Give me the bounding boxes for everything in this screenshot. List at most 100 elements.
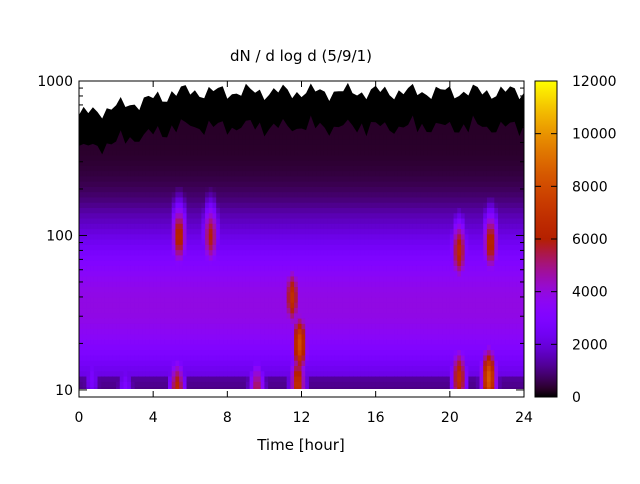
heatmap-cell (134, 181, 139, 187)
heatmap-cell (316, 323, 321, 330)
heatmap-cell (297, 375, 303, 382)
heatmap-cell (145, 328, 151, 335)
heatmap-cell (86, 154, 91, 161)
heatmap-cell (123, 165, 128, 172)
heatmap-cell (275, 307, 280, 314)
heatmap-cell (160, 228, 165, 235)
heatmap-cell (175, 191, 180, 198)
heatmap-cell (371, 302, 377, 309)
heatmap-cell (212, 344, 217, 351)
heatmap-cell (386, 344, 392, 351)
heatmap-cell (234, 144, 240, 151)
heatmap-cell (171, 286, 177, 293)
heatmap-cell (197, 202, 202, 208)
heatmap-cell (320, 328, 325, 335)
heatmap-cell (216, 323, 221, 330)
heatmap-cell (208, 328, 214, 335)
heatmap-cell (234, 312, 240, 319)
heatmap-cell (227, 344, 232, 351)
heatmap-cell (179, 196, 184, 203)
heatmap-cell (331, 370, 336, 377)
heatmap-cell (312, 344, 317, 351)
heatmap-cell (179, 170, 184, 177)
heatmap-cell (257, 318, 262, 324)
heatmap-cell (320, 223, 325, 230)
heatmap-cell (271, 270, 277, 277)
heatmap-cell (86, 270, 91, 277)
heatmap-cell (323, 344, 329, 351)
heatmap-cell (301, 191, 306, 198)
heatmap-cell (327, 191, 332, 198)
heatmap-cell (193, 175, 199, 182)
heatmap-cell (164, 202, 169, 208)
heatmap-cell (216, 365, 221, 372)
heatmap-cell (138, 381, 143, 388)
heatmap-cell (179, 223, 184, 230)
heatmap-cell (238, 312, 243, 319)
heatmap-cell (286, 307, 291, 314)
heatmap-cell (349, 138, 355, 145)
heatmap-cell (320, 233, 325, 240)
heatmap-cell (305, 254, 310, 261)
heatmap-cell (160, 339, 165, 345)
heatmap-cell (253, 302, 258, 309)
heatmap-cell (383, 381, 388, 388)
heatmap-cell (242, 144, 247, 151)
heatmap-cell (275, 202, 280, 208)
heatmap-cell (145, 254, 151, 261)
heatmap-cell (360, 186, 366, 193)
heatmap-cell (175, 286, 180, 293)
heatmap-cell (294, 244, 299, 251)
heatmap-cell (119, 286, 125, 293)
heatmap-cell (290, 212, 295, 219)
heatmap-cell (297, 207, 303, 214)
heatmap-cell (223, 354, 228, 361)
heatmap-cell (219, 275, 225, 282)
heatmap-cell (308, 302, 314, 309)
heatmap-cell (97, 149, 102, 156)
heatmap-cell (127, 323, 132, 330)
heatmap-cell (316, 144, 321, 151)
heatmap-cell (279, 144, 284, 151)
heatmap-cell (320, 170, 325, 177)
heatmap-cell (271, 207, 277, 214)
heatmap-cell (338, 296, 343, 303)
heatmap-cell (142, 217, 147, 224)
heatmap-cell (201, 296, 206, 303)
heatmap-cell (271, 249, 277, 256)
heatmap-cell (257, 233, 262, 240)
heatmap-cell (171, 339, 177, 345)
heatmap-cell (379, 312, 384, 319)
heatmap-cell (168, 375, 173, 382)
heatmap-cell (168, 265, 173, 272)
heatmap-cell (234, 175, 240, 182)
heatmap-cell (320, 375, 325, 382)
heatmap-cell (297, 365, 303, 372)
heatmap-cell (190, 333, 195, 340)
heatmap-cell (346, 133, 351, 140)
heatmap-cell (168, 312, 173, 319)
heatmap-cell (193, 233, 199, 240)
heatmap-cell (93, 186, 99, 193)
heatmap-cell (312, 160, 317, 166)
heatmap-cell (353, 349, 358, 356)
heatmap-cell (193, 354, 199, 361)
heatmap-cell (383, 260, 388, 266)
heatmap-cell (175, 223, 180, 230)
heatmap-cell (357, 212, 362, 219)
heatmap-cell (149, 302, 154, 309)
heatmap-cell (364, 191, 369, 198)
heatmap-cell (271, 370, 277, 377)
heatmap-cell (179, 233, 184, 240)
heatmap-cell (353, 344, 358, 351)
heatmap-cell (327, 186, 332, 193)
heatmap-cell (323, 323, 329, 330)
heatmap-cell (104, 260, 110, 266)
heatmap-cell (327, 302, 332, 309)
heatmap-cell (353, 239, 358, 245)
heatmap-cell (338, 360, 343, 366)
heatmap-cell (116, 181, 121, 187)
heatmap-cell (334, 265, 340, 272)
heatmap-cell (208, 307, 214, 314)
